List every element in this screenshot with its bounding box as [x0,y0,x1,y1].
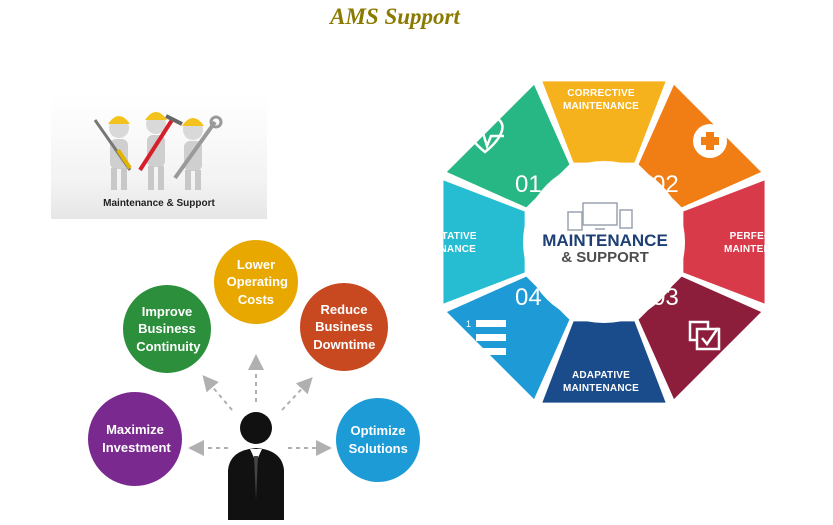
wheel-segment [683,180,765,304]
benefit-optimize-solutions: Optimize Solutions [336,398,420,482]
benefit-label: Maximize Investment [102,422,171,455]
wheel-center-subtitle: & SUPPORT [561,249,649,266]
numbered-list-icon: 1 2 3 [466,319,506,357]
wheel-segment [542,81,666,163]
segment-label-corrective: CORRECTIVE MAINTENANCE [562,88,640,112]
benefit-label: Lower Operating Costs [226,256,288,307]
businessman-icon [228,412,284,520]
benefit-label: Improve Business Continuity [136,303,201,354]
segment-number-02: 02 [652,171,679,198]
segment-number-01: 01 [515,171,542,198]
benefit-improve-continuity: Improve Business Continuity [123,285,211,373]
photo-caption: Maintenance & Support [103,198,215,209]
benefit-label: Optimize Solutions [348,423,408,456]
segment-number-03: 03 [652,284,679,311]
wheel-segment [542,321,666,403]
arrow-upper-right [281,377,313,411]
wheel-center [523,161,685,323]
devices-icon [567,202,633,231]
svg-text:1: 1 [466,319,471,329]
segment-number-04: 04 [515,284,542,311]
benefit-label: Reduce Business Downtime [313,301,376,352]
segment-label-preventative: PREVENTATIVE MAINTENANCE [399,231,477,255]
segment-label-adaptive: ADAPATIVE MAINTENANCE [562,370,640,394]
wheel-segment [443,180,525,304]
heartbeat-icon [466,115,504,154]
plus-icon [693,124,727,158]
benefit-maximize-investment: Maximize Investment [88,392,182,486]
wheel-center-title: MAINTENANCE [542,231,668,250]
checklist-icon [688,320,721,351]
benefit-reduce-downtime: Reduce Business Downtime [300,283,388,371]
wheel-segment [446,84,570,208]
page-title: AMS Support [330,4,460,29]
svg-text:3: 3 [466,347,471,357]
wheel-segment [446,276,570,400]
arrow-upper-left [202,374,233,411]
benefit-lower-costs: Lower Operating Costs [214,240,298,324]
svg-text:2: 2 [466,333,471,343]
segment-label-perfective: PERFECTIVE MAINTENANCE [723,231,801,255]
